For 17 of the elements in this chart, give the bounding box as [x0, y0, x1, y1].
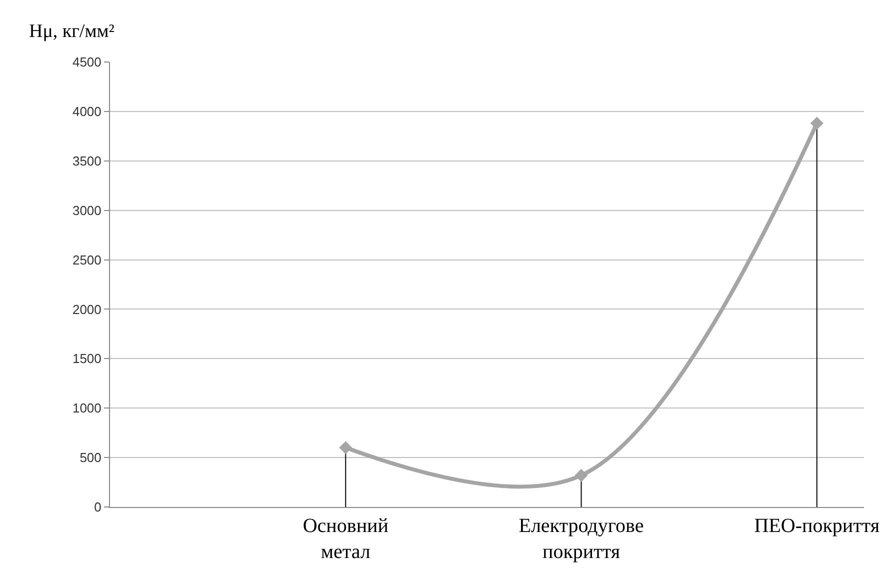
- y-axis-title: Hμ, кг/мм²: [29, 21, 115, 42]
- y-tick-label: 2000: [72, 302, 102, 317]
- x-tick-label: ПЕО-покриття: [754, 515, 880, 537]
- y-tick-label: 4000: [72, 104, 102, 119]
- y-tick-label: 1500: [72, 351, 102, 366]
- point: [339, 441, 352, 454]
- x-tick-label: Основний метал: [302, 515, 389, 563]
- y-tick-label: 2500: [72, 252, 102, 268]
- y-tick-label: 3000: [72, 202, 102, 218]
- y-tick-label: 1000: [72, 400, 102, 416]
- point: [574, 468, 588, 482]
- y-tick-label: 0: [94, 500, 102, 515]
- x-tick-label: Електродугове покриття: [518, 515, 644, 563]
- y-tick-label: 500: [80, 450, 102, 466]
- y-tick-label: 4500: [72, 54, 102, 70]
- y-tick-label: 3500: [72, 153, 102, 168]
- point: [810, 116, 824, 130]
